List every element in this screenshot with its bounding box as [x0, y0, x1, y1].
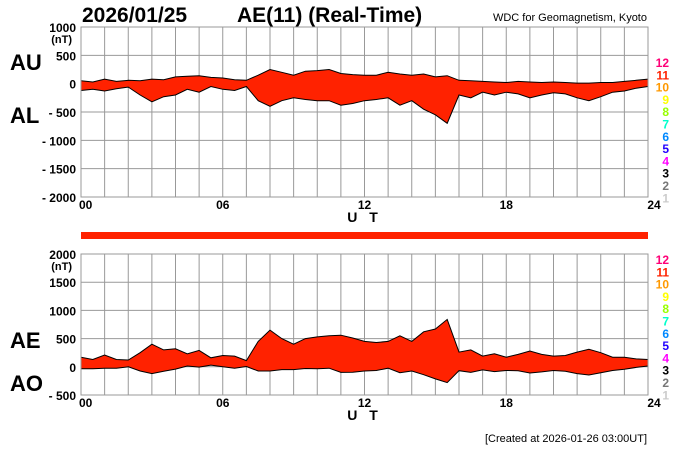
- station-legend-item: 8: [662, 105, 669, 119]
- x-tick-label: 18: [500, 198, 514, 212]
- plot-au-al: 1000 500 0 - 500 - 1000 - 1500 - 2000 (nT) 00 06 1…: [10, 21, 661, 225]
- station-legend-item: 1: [662, 388, 669, 402]
- y-tick-label: 1500: [49, 276, 76, 290]
- plot-frame: [80, 26, 649, 198]
- x-tick-label: 24: [647, 396, 661, 410]
- y-tick-label: - 1500: [42, 163, 76, 177]
- x-axis-label: U T: [347, 209, 382, 225]
- y-tick-label: 1000: [49, 304, 76, 318]
- y-tick-label: - 500: [49, 389, 77, 403]
- y-tick-label: 500: [56, 333, 76, 347]
- unit-label: (nT): [51, 34, 72, 46]
- series-line-ae: [80, 318, 649, 362]
- x-tick-label: 12: [358, 396, 372, 410]
- station-legend-item: 2: [662, 179, 669, 193]
- chart-title: AE(11) (Real-Time): [237, 4, 422, 27]
- station-legend-item: 12: [656, 56, 670, 70]
- station-legend-item: 4: [662, 154, 669, 168]
- lower-series-label: AO: [10, 371, 43, 396]
- created-timestamp: [Created at 2026-01-26 03:00UT]: [485, 433, 647, 445]
- upper-series-label: AE: [10, 328, 41, 353]
- separator-bar: [81, 232, 648, 239]
- y-tick-label: 0: [69, 361, 76, 375]
- date-title: 2026/01/25: [82, 4, 187, 27]
- station-legend-item: 11: [656, 265, 669, 279]
- x-tick-label: 06: [216, 396, 230, 410]
- lower-series-label: AL: [10, 103, 39, 128]
- plot-ae-ao: 2000 1500 1000 500 0 - 500 (nT) 00 06 12 18 24 U T AE…: [10, 248, 661, 423]
- station-legend-item: 6: [662, 327, 669, 341]
- station-legend-item: 7: [662, 118, 669, 132]
- station-legend-item: 5: [662, 142, 669, 156]
- station-legend-item: 10: [656, 278, 670, 292]
- station-legend-item: 3: [662, 167, 669, 181]
- series-line-al: [80, 85, 649, 125]
- series-line-au: [80, 68, 649, 84]
- station-legend-item: 6: [662, 130, 669, 144]
- station-legend-item: 4: [662, 351, 669, 365]
- y-tick-label: - 1000: [42, 134, 76, 148]
- y-tick-label: 2000: [49, 248, 76, 262]
- station-legend-item: 11: [656, 68, 669, 82]
- x-tick-label: 00: [79, 396, 93, 410]
- x-tick-label: 18: [500, 396, 514, 410]
- station-legend-item: 7: [662, 315, 669, 329]
- y-tick-label: 0: [69, 78, 76, 92]
- range-fill: [81, 319, 648, 383]
- series-line-ao: [81, 364, 649, 384]
- upper-series-label: AU: [10, 50, 42, 75]
- station-legend-item: 12: [656, 253, 670, 267]
- station-legend-item: 9: [662, 290, 669, 304]
- station-legend-item: 2: [662, 376, 669, 390]
- y-tick-label: - 500: [49, 106, 77, 120]
- station-legend-item: 5: [662, 339, 669, 353]
- x-tick-label: 12: [358, 198, 372, 212]
- x-tick-label: 06: [216, 198, 230, 212]
- y-tick-label: 1000: [49, 21, 76, 35]
- plot-frame: [80, 253, 649, 396]
- x-axis-label: U T: [347, 407, 382, 423]
- station-legend-item: 3: [662, 364, 669, 378]
- y-tick-label: 500: [56, 49, 76, 63]
- unit-label: (nT): [51, 261, 72, 273]
- station-legend-item: 1: [662, 191, 669, 205]
- y-tick-label: - 2000: [42, 191, 76, 205]
- station-legend-item: 9: [662, 93, 669, 107]
- station-legend-item: 10: [656, 81, 670, 95]
- x-tick-label: 00: [79, 198, 93, 212]
- source-label: WDC for Geomagnetism, Kyoto: [493, 12, 647, 24]
- x-tick-label: 24: [647, 198, 661, 212]
- station-legend-item: 8: [662, 302, 669, 316]
